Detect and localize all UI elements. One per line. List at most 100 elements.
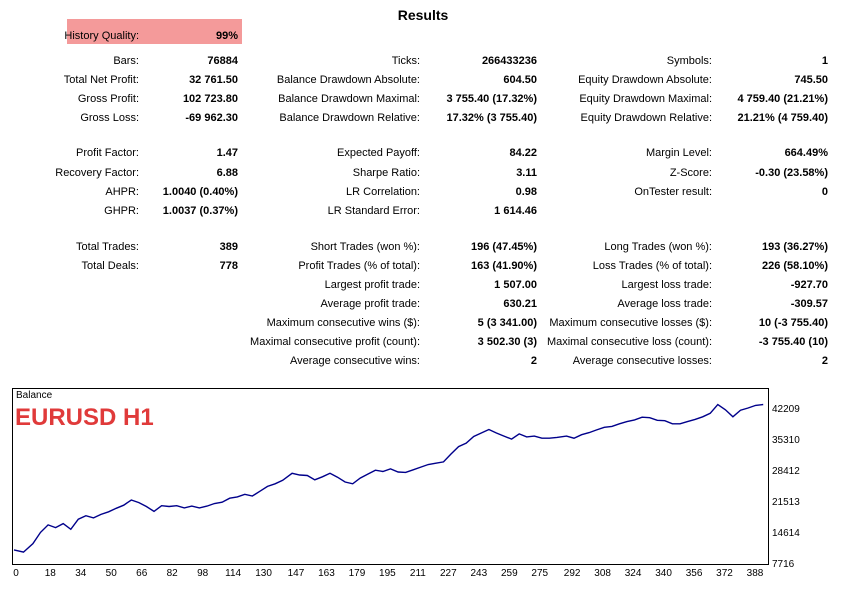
col3-item-0-label: Symbols: [666,55,712,67]
x-tick-label: 356 [685,568,703,579]
col1-item-2-label: Gross Profit: [77,93,139,105]
col1-item-6-value: 1.0040 (0.40%) [162,186,238,198]
col2-item-11-label: Average profit trade: [320,298,420,310]
col1-item-2-value: 102 723.80 [182,93,238,105]
x-tick-label: 308 [594,568,611,579]
col2-item-13-value: 3 502.30 (3) [477,336,537,348]
col3-item-12-value: -3 755.40 (10) [758,336,828,348]
col1-item-8-value: 389 [219,241,238,253]
col2-item-11-value: 630.21 [503,298,537,310]
y-tick-label: 7716 [772,559,795,570]
history-quality-label: History Quality: [64,30,139,42]
y-tick-label: 28412 [772,466,800,477]
x-tick-label: 243 [470,568,488,579]
page-title: Results [397,7,449,23]
y-tick-label: 42209 [772,404,800,415]
x-tick-label: 0 [13,568,19,579]
col3-item-6-value: 0 [821,186,828,198]
col3-item-10-label: Average loss trade: [617,298,712,310]
y-tick-label: 14614 [772,528,800,539]
x-tick-label: 130 [255,568,272,579]
col1-item-6-label: AHPR: [105,186,139,198]
col1-item-9-value: 778 [219,260,238,272]
col1-item-5-value: 6.88 [216,167,238,179]
col2-item-10-value: 1 507.00 [494,279,537,291]
col3-item-13-label: Average consecutive losses: [572,355,712,367]
x-tick-label: 324 [624,568,642,579]
col3-item-4-label: Margin Level: [645,147,712,159]
col1-item-4-value: 1.47 [216,147,238,159]
balance-chart [13,403,764,553]
col2-item-0-value: 266433236 [481,55,537,67]
x-tick-label: 259 [500,568,518,579]
x-tick-label: 114 [225,568,242,579]
col2-item-12-label: Maximum consecutive wins ($): [266,317,420,329]
col3-item-13-value: 2 [821,355,828,367]
col2-item-1-value: 604.50 [503,74,537,86]
col2-item-8-label: Short Trades (won %): [310,241,420,253]
col3-item-2-value: 4 759.40 (21.21%) [737,93,828,105]
col2-item-8-value: 196 (47.45%) [470,241,537,253]
col3-item-9-label: Largest loss trade: [621,279,713,291]
col3-item-3-value: 21.21% (4 759.40) [737,112,828,124]
col2-item-2-label: Balance Drawdown Maximal: [278,93,420,105]
col2-item-1-label: Balance Drawdown Absolute: [276,74,420,86]
x-tick-label: 66 [136,568,148,579]
history-quality-value: 99% [215,30,238,42]
col2-item-13-label: Maximal consecutive profit (count): [250,336,420,348]
x-tick-label: 50 [105,568,117,579]
col2-item-5-value: 3.11 [516,167,537,179]
col1-item-4-label: Profit Factor: [76,147,139,159]
col3-item-10-value: -309.57 [790,298,828,310]
col1-item-5-label: Recovery Factor: [55,167,139,179]
x-tick-label: 82 [166,568,178,579]
col2-item-12-value: 5 (3 341.00) [477,317,537,329]
col2-item-2-value: 3 755.40 (17.32%) [446,93,537,105]
x-tick-label: 147 [287,568,305,579]
col2-item-7-label: LR Standard Error: [327,205,420,217]
col1-item-0-value: 76884 [207,55,238,67]
col3-item-0-value: 1 [821,55,828,67]
x-tick-label: 34 [75,568,87,579]
col2-item-6-value: 0.98 [515,186,537,198]
col2-item-14-value: 2 [530,355,537,367]
col3-item-8-value: 226 (58.10%) [761,260,828,272]
col1-item-3-value: -69 962.30 [185,112,238,124]
col1-item-1-label: Total Net Profit: [63,74,139,86]
x-tick-label: 292 [563,568,581,579]
x-tick-label: 227 [440,568,457,579]
col3-item-6-label: OnTester result: [634,186,712,198]
col3-item-8-label: Loss Trades (% of total): [592,260,712,272]
y-tick-label: 21513 [772,497,800,508]
col3-item-5-label: Z-Score: [669,167,712,179]
balance-series-line [13,403,764,553]
col3-item-1-value: 745.50 [794,74,828,86]
col3-item-7-label: Long Trades (won %): [604,241,712,253]
col1-item-9-label: Total Deals: [81,260,139,272]
col1-item-7-value: 1.0037 (0.37%) [162,205,238,217]
col3-item-9-value: -927.70 [790,279,828,291]
x-tick-label: 340 [655,568,672,579]
col3-item-11-value: 10 (-3 755.40) [758,317,828,329]
col2-item-5-label: Sharpe Ratio: [352,167,420,179]
col3-item-4-value: 664.49% [784,147,828,159]
col2-item-0-label: Ticks: [391,55,420,67]
x-tick-label: 372 [716,568,733,579]
col3-item-11-label: Maximum consecutive losses ($): [549,317,712,329]
history-quality-highlight [67,19,242,44]
col2-item-14-label: Average consecutive wins: [289,355,420,367]
col3-item-5-value: -0.30 (23.58%) [755,167,828,179]
col1-item-7-label: GHPR: [104,205,139,217]
col2-item-4-value: 84.22 [509,147,537,159]
col2-item-6-label: LR Correlation: [346,186,420,198]
col2-item-4-label: Expected Payoff: [337,147,420,159]
col2-item-9-value: 163 (41.90%) [470,260,537,272]
x-tick-label: 179 [348,568,366,579]
col2-item-3-label: Balance Drawdown Relative: [279,112,420,124]
col2-item-9-label: Profit Trades (% of total): [298,260,420,272]
x-tick-label: 388 [746,568,764,579]
col1-item-1-value: 32 761.50 [189,74,238,86]
balance-chart-frame [12,388,769,565]
col3-item-3-label: Equity Drawdown Relative: [580,112,712,124]
y-tick-label: 35310 [772,435,800,446]
